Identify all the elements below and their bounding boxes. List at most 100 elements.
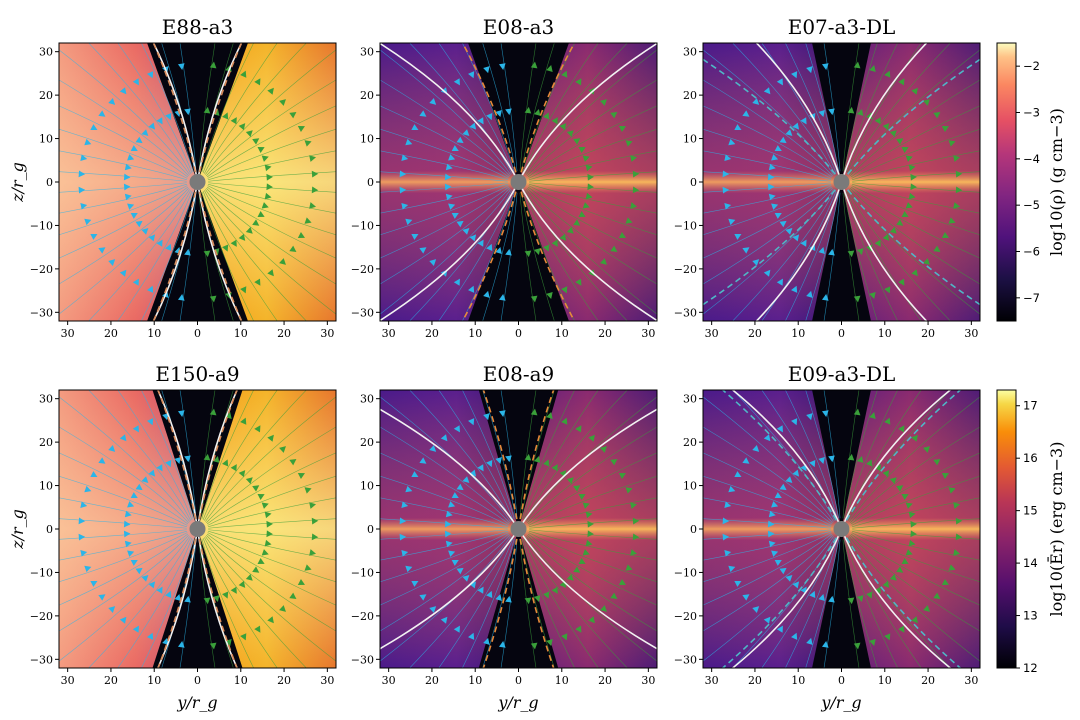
streamline-arrow	[610, 245, 618, 253]
colorbar-1: −2 −3 −4 −5 −6 −7 log10(ρ) (g cm−3)	[996, 42, 1066, 322]
x-tick-label: 30	[320, 674, 334, 687]
x-tick-label: 10	[468, 674, 482, 687]
streamline-arrow	[309, 155, 317, 162]
outflow-streamline	[850, 535, 980, 632]
streamline-arrow	[882, 233, 890, 241]
streamline-arrow	[869, 639, 876, 646]
streamline-arrow	[453, 425, 460, 433]
panel-6: E09-a3-DL 30 20 10 0 10 20 30 30 20 10 0 −10 −20 −30 y/…	[674, 362, 981, 712]
streamline-arrow	[551, 464, 558, 472]
panel-2: E08-a3 30 20 10 0 10 20 30 30 20 10 0 −10 −20 −30	[351, 15, 658, 340]
outflow-streamline	[519, 43, 537, 172]
outflow-streamline	[848, 190, 951, 321]
streamline-arrow	[147, 632, 154, 640]
streamline-arrow	[724, 549, 732, 557]
streamline-arrow	[734, 580, 742, 587]
streamline-arrow	[874, 586, 881, 594]
outflow-streamline	[519, 539, 537, 668]
streamline-arrow	[882, 580, 890, 588]
inflow-streamline	[380, 186, 510, 259]
streamline-arrow	[600, 446, 607, 453]
inflow-streamline	[500, 390, 518, 519]
streamline-arrow	[444, 173, 452, 181]
streamline-arrow	[257, 558, 265, 564]
streamline-arrow	[847, 597, 855, 605]
inflow-streamline	[117, 191, 193, 321]
inflow-streamline	[500, 539, 518, 668]
outflow-streamline	[527, 105, 657, 178]
streamline-arrow	[905, 155, 913, 162]
y-tick-label: 20	[683, 436, 697, 449]
outflow-streamline	[529, 497, 657, 528]
streamline-arrow	[254, 78, 261, 86]
streamline-arrow	[165, 112, 172, 121]
streamline-arrow	[230, 117, 237, 125]
inflow-streamline	[59, 426, 189, 523]
streamline-arrow	[533, 455, 541, 463]
inflow-streamline	[380, 189, 511, 315]
streamline-arrow	[448, 501, 456, 508]
inflow-streamline	[482, 539, 516, 668]
streamline-arrow	[212, 455, 220, 463]
black-hole	[833, 521, 850, 537]
y-tick-label: 10	[39, 133, 53, 146]
outflow-streamline	[528, 532, 657, 583]
outflow-streamline	[198, 390, 216, 519]
contours	[703, 43, 980, 321]
y-tick-label: −10	[30, 219, 53, 232]
y-tick-label: 10	[39, 480, 53, 493]
streamline-arrow	[742, 247, 750, 254]
inflow-streamline	[482, 43, 516, 172]
panel-title: E08-a9	[483, 362, 554, 386]
streamline-arrow	[119, 434, 127, 442]
streamline-arrow	[587, 530, 594, 538]
outflow-streamline	[846, 43, 922, 173]
streamline-arrow	[561, 70, 568, 78]
streamlines	[380, 43, 657, 321]
inflow-streamline	[438, 390, 514, 520]
y-tick-label: 20	[360, 89, 374, 102]
streamline-arrow	[174, 457, 181, 465]
x-tick-label: 30	[705, 327, 719, 340]
y-tick-label: −20	[30, 263, 53, 276]
y-tick-label: 20	[360, 436, 374, 449]
streamline-arrow	[254, 278, 261, 286]
streamline-arrow	[451, 212, 459, 219]
inflow-streamline	[438, 538, 514, 668]
colorbar-tick-label: −4	[1023, 152, 1040, 166]
streamline-arrow	[869, 292, 876, 299]
photosphere-contour	[380, 181, 520, 321]
y-tick-label: 30	[360, 46, 374, 59]
photosphere-contour	[840, 390, 952, 530]
streamlines	[59, 43, 336, 321]
streamline-arrow	[240, 286, 247, 294]
inflow-streamline	[823, 192, 841, 321]
streamline-arrow	[722, 186, 730, 194]
outflow-streamline	[842, 192, 860, 321]
inflow-streamline	[380, 452, 510, 525]
streamline-arrow	[108, 259, 116, 266]
outflow-streamline	[846, 191, 922, 321]
streamline-arrow	[901, 494, 909, 500]
outflow-streamline	[845, 390, 898, 520]
inflow-streamline	[59, 518, 187, 529]
dashed-contour	[840, 528, 962, 668]
streamline-arrow	[856, 108, 864, 116]
streamline-arrow	[311, 533, 319, 541]
streamline-arrow	[238, 580, 246, 588]
x-tick-label: 30	[61, 327, 75, 340]
inflow-streamline	[88, 537, 191, 668]
inflow-streamline	[703, 497, 831, 528]
streamline-arrow	[261, 549, 269, 556]
x-tick-label: 10	[147, 674, 161, 687]
inflow-streamline	[380, 532, 509, 583]
outflow-streamline	[852, 530, 980, 561]
inflow-streamline	[703, 530, 831, 561]
inflow-streamline	[59, 475, 188, 526]
streamline-arrow	[124, 510, 132, 518]
inflow-streamline	[703, 182, 831, 193]
x-tick-label: 0	[838, 327, 845, 340]
inflow-streamline	[703, 79, 833, 176]
streamline-arrow	[148, 469, 156, 477]
outflow-streamline	[850, 452, 980, 525]
